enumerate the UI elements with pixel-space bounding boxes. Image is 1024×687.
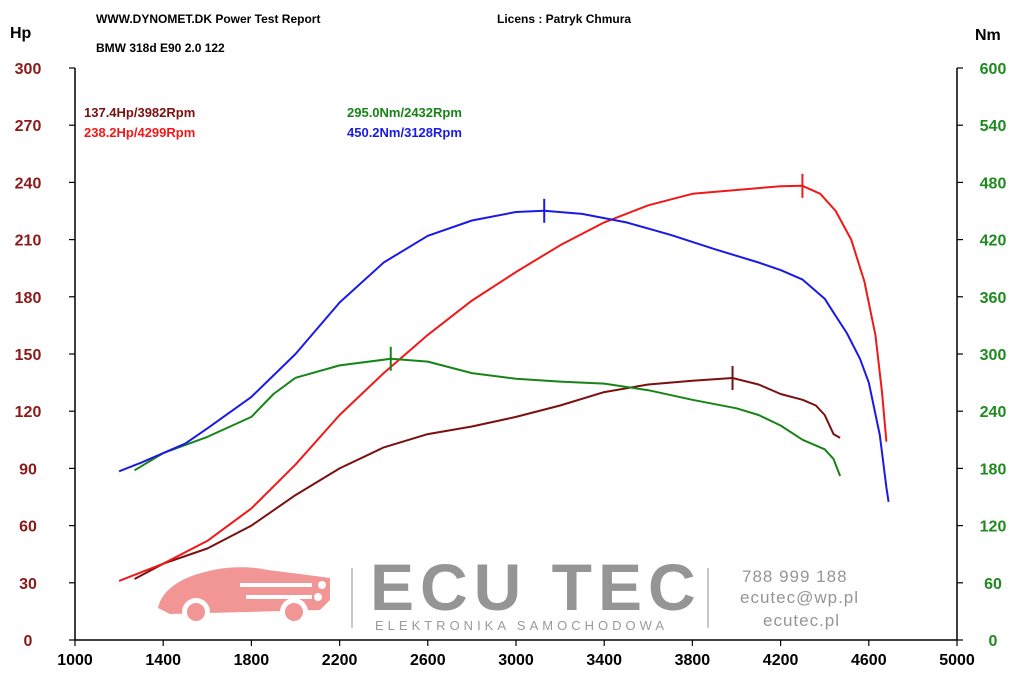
left-tick-label: 30 [19, 576, 37, 593]
left-tick-label: 150 [15, 347, 42, 364]
x-tick-label: 3800 [675, 652, 711, 669]
peak-label-hp-2: 238.2Hp/4299Rpm [84, 125, 195, 140]
vehicle-name: BMW 318d E90 2.0 122 [96, 41, 225, 55]
watermark-email: ecutec@wp.pl [740, 588, 859, 607]
x-tick-label: 3400 [586, 652, 622, 669]
x-tick-label: 4600 [851, 652, 887, 669]
left-tick-label: 300 [15, 61, 42, 78]
right-tick-label: 300 [980, 347, 1007, 364]
x-tick-label: 2200 [322, 652, 358, 669]
watermark-phone: 788 999 188 [742, 567, 848, 586]
right-tick-label: 420 [980, 233, 1007, 250]
x-tick-label: 1800 [234, 652, 270, 669]
right-tick-label: 60 [984, 576, 1002, 593]
right-tick-label: 240 [980, 404, 1007, 421]
left-tick-label: 120 [15, 404, 42, 421]
left-tick-label: 60 [19, 519, 37, 536]
licens-text: Licens : Patryk Chmura [497, 12, 631, 26]
car-logo-icon [158, 567, 330, 626]
x-tick-label: 1000 [57, 652, 93, 669]
peak-label-nm-1: 295.0Nm/2432Rpm [347, 105, 462, 120]
watermark-brand: ECU TEC [370, 550, 702, 624]
left-tick-label: 270 [15, 118, 42, 135]
watermark: ECU TEC ELEKTRONIKA SAMOCHODOWA 788 999 … [158, 550, 859, 633]
series-lines [118, 173, 890, 582]
series-line-1 [134, 377, 841, 580]
peak-label-nm-2: 450.2Nm/3128Rpm [347, 125, 462, 140]
left-tick-label: 240 [15, 175, 42, 192]
right-tick-label: 360 [980, 290, 1007, 307]
right-ticks: 0 60 120 180 240 300 360 420 480 540 600 [957, 61, 1006, 650]
x-tick-label: 5000 [939, 652, 975, 669]
left-ticks: 0 30 60 90 120 150 180 210 240 270 300 [15, 61, 75, 650]
right-tick-label: 180 [980, 461, 1007, 478]
left-tick-label: 90 [19, 461, 37, 478]
x-tick-label: 1400 [145, 652, 181, 669]
series-line-2 [118, 184, 888, 582]
left-tick-label: 210 [15, 233, 42, 250]
right-tick-label: 540 [980, 118, 1007, 135]
right-tick-label: 480 [980, 175, 1007, 192]
right-axis-unit: Nm [975, 27, 1001, 44]
watermark-subtitle: ELEKTRONIKA SAMOCHODOWA [375, 618, 668, 633]
x-ticks: 1000 1400 1800 2200 2600 3000 3400 3800 4200 4600… [57, 640, 975, 669]
series-line-3 [133, 357, 842, 477]
left-tick-label: 0 [24, 633, 33, 650]
left-axis-unit: Hp [10, 25, 32, 42]
right-tick-label: 0 [989, 633, 998, 650]
left-tick-label: 180 [15, 290, 42, 307]
x-tick-label: 3000 [498, 652, 534, 669]
watermark-website: ecutec.pl [763, 611, 840, 630]
peak-label-hp-1: 137.4Hp/3982Rpm [84, 105, 195, 120]
right-tick-label: 600 [980, 61, 1007, 78]
x-tick-label: 4200 [763, 652, 799, 669]
right-tick-label: 120 [980, 519, 1007, 536]
report-title: WWW.DYNOMET.DK Power Test Report [96, 12, 320, 26]
series-line-4 [118, 209, 890, 502]
x-tick-label: 2600 [410, 652, 446, 669]
